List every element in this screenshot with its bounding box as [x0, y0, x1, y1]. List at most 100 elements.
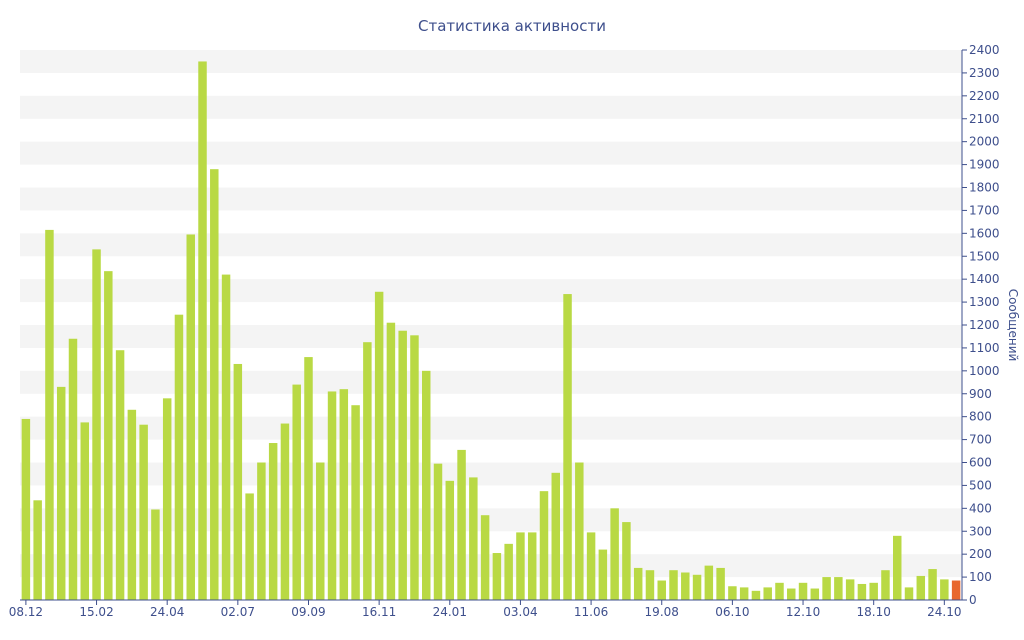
y-tick-label: 2200	[969, 89, 1000, 103]
y-tick-label: 1900	[969, 158, 1000, 172]
grid-band	[20, 325, 962, 348]
y-tick-label: 1200	[969, 318, 1000, 332]
bar	[280, 423, 290, 600]
bar	[422, 370, 431, 600]
bar	[339, 389, 349, 600]
bar	[728, 586, 737, 600]
bar	[469, 477, 478, 600]
bar	[516, 532, 525, 600]
x-tick-label: 24.10	[927, 605, 961, 619]
grid-band	[20, 187, 962, 211]
bar	[221, 274, 231, 600]
x-tick-label: 12.10	[786, 605, 820, 619]
grid-band	[20, 508, 962, 532]
bar	[645, 570, 655, 600]
bar	[928, 569, 937, 600]
y-tick-label: 200	[969, 547, 992, 561]
y-tick-label: 500	[969, 478, 992, 492]
x-tick-label: 18.10	[857, 605, 891, 619]
bar	[869, 582, 878, 600]
bar	[692, 574, 702, 600]
bar	[292, 384, 301, 600]
bar	[480, 515, 490, 600]
bar	[433, 463, 443, 600]
grid-band	[20, 462, 962, 486]
y-tick-label: 2000	[969, 135, 1000, 149]
bar	[139, 424, 148, 600]
bar	[763, 587, 772, 600]
grid-band	[20, 141, 962, 165]
bar	[492, 553, 502, 600]
bar	[198, 61, 207, 600]
y-tick-label: 300	[969, 524, 992, 538]
x-tick-label: 24.04	[150, 605, 184, 619]
bar	[21, 418, 31, 600]
bar	[457, 449, 466, 600]
bars	[21, 61, 961, 601]
bar	[798, 582, 808, 600]
bar	[681, 572, 690, 600]
bar	[810, 588, 820, 600]
bar	[80, 422, 89, 600]
bar	[940, 579, 949, 601]
grid-band	[20, 554, 962, 578]
bar	[327, 391, 337, 600]
y-tick-label: 900	[969, 387, 992, 401]
bar	[45, 229, 54, 600]
bar	[410, 335, 419, 600]
bar	[704, 565, 714, 601]
bar	[245, 493, 254, 600]
bar	[539, 491, 549, 600]
grid-band	[20, 370, 962, 394]
x-tick-label: 24.01	[433, 605, 467, 619]
x-tick-label: 02.07	[221, 605, 255, 619]
bar	[551, 472, 560, 600]
y-tick-label: 100	[969, 570, 992, 584]
bar	[845, 579, 855, 601]
grid-band	[20, 50, 962, 73]
bar	[904, 587, 914, 600]
bar	[363, 342, 372, 600]
x-tick-label: 11.06	[574, 605, 608, 619]
y-tick-label: 2400	[969, 43, 1000, 57]
y-tick-label: 1100	[969, 341, 1000, 355]
bar	[586, 532, 596, 600]
bar	[268, 443, 278, 600]
bar	[857, 583, 867, 600]
x-tick-label: 06.10	[715, 605, 749, 619]
y-tick-label: 1400	[969, 272, 1000, 286]
bar	[92, 249, 101, 601]
bar	[610, 508, 619, 600]
y-axis: 0 100 200 300 400 500 600 700 800 900 1000 1100 1200…	[961, 43, 1000, 607]
y-tick-label: 1800	[969, 181, 1000, 195]
bar	[210, 169, 219, 601]
y-tick-label: 0	[969, 593, 977, 607]
x-axis: 08.12 15.02 24.04 02.07 09.09 16.11 24.01 03.04…	[9, 599, 962, 619]
grid-band	[20, 416, 962, 440]
bar	[151, 509, 160, 600]
bar	[351, 405, 360, 600]
bar	[68, 338, 78, 600]
grid-bands	[20, 50, 962, 578]
bar	[233, 363, 243, 600]
bar	[304, 357, 313, 600]
grid-band	[20, 279, 962, 303]
y-tick-label: 2100	[969, 112, 1000, 126]
y-tick-label: 1000	[969, 364, 1000, 378]
x-tick-label: 03.04	[503, 605, 537, 619]
y-tick-label: 800	[969, 410, 992, 424]
bar	[174, 314, 184, 600]
x-tick-label: 09.09	[291, 605, 325, 619]
x-tick-label: 08.12	[9, 605, 43, 619]
bar	[669, 570, 678, 600]
y-tick-label: 1700	[969, 203, 1000, 217]
bar	[398, 330, 407, 600]
grid-band	[20, 95, 962, 119]
bar	[127, 409, 137, 600]
bar	[834, 577, 843, 600]
bar	[33, 500, 42, 600]
bar	[374, 291, 384, 600]
bar	[622, 522, 631, 600]
bar	[893, 535, 902, 600]
bar	[316, 462, 325, 600]
